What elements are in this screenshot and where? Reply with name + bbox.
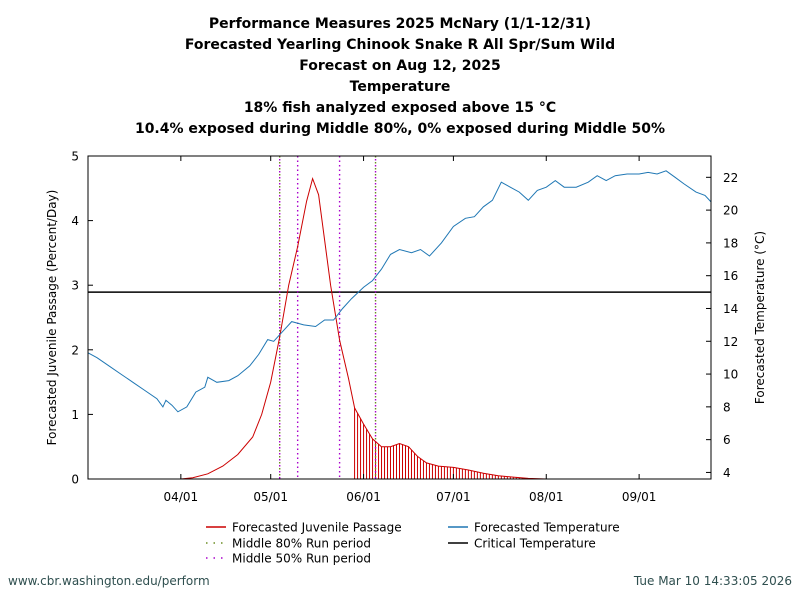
x-tick-label: 07/01 <box>436 490 471 504</box>
y-tick-label: 5 <box>71 150 79 164</box>
legend-middle-80-label: Middle 80% Run period <box>232 537 371 551</box>
chart-title-block: Performance Measures 2025 McNary (1/1-12… <box>0 14 800 140</box>
temperature-line <box>87 170 712 413</box>
y-tick-label: 3 <box>71 279 79 293</box>
x-tick-label: 04/01 <box>164 490 199 504</box>
chart-title-line-5: 18% fish analyzed exposed above 15 °C <box>243 100 557 116</box>
y2-axis-label: Forecasted Temperature (°C) <box>753 231 767 404</box>
y-tick-label: 1 <box>71 408 79 422</box>
y2-tick-label: 8 <box>723 400 731 414</box>
chart-title-line-2: Forecasted Yearling Chinook Snake R All … <box>184 37 616 53</box>
y2-tick-label: 16 <box>723 269 738 283</box>
y2-tick-label: 10 <box>723 368 738 382</box>
y2-tick-label: 22 <box>723 171 738 185</box>
chart-title-line-3: Forecast on Aug 12, 2025 <box>299 58 501 74</box>
x-tick-label: 05/01 <box>253 490 288 504</box>
chart-title-line-6: 10.4% exposed during Middle 80%, 0% expo… <box>134 121 666 137</box>
footer-url: www.cbr.washington.edu/perform <box>8 574 210 588</box>
x-tick-label: 09/01 <box>622 490 657 504</box>
chart-title-line-1: Performance Measures 2025 McNary (1/1-12… <box>208 16 592 32</box>
y2-tick-label: 4 <box>723 466 731 480</box>
footer-timestamp: Tue Mar 10 14:33:05 2026 <box>633 574 792 588</box>
y2-tick-label: 14 <box>723 302 738 316</box>
y2-tick-label: 6 <box>723 433 731 447</box>
plot-frame <box>87 155 712 480</box>
y2-tick-label: 20 <box>723 204 738 218</box>
y-tick-label: 4 <box>71 214 79 228</box>
y2-tick-label: 18 <box>723 236 738 250</box>
legend-temperature-label: Forecasted Temperature <box>474 521 620 535</box>
legend-critical-temperature-label: Critical Temperature <box>474 537 596 551</box>
y-axis-label: Forecasted Juvenile Passage (Percent/Day… <box>45 190 59 446</box>
x-tick-label: 08/01 <box>529 490 564 504</box>
x-tick-label: 06/01 <box>346 490 381 504</box>
y2-tick-label: 12 <box>723 335 738 349</box>
juvenile-passage-line <box>88 176 711 480</box>
y-tick-label: 0 <box>71 473 79 487</box>
chart-title-line-4: Temperature <box>349 79 451 95</box>
legend-juvenile-passage-label: Forecasted Juvenile Passage <box>232 521 402 535</box>
legend-middle-50-label: Middle 50% Run period <box>232 552 371 566</box>
y-tick-label: 2 <box>71 343 79 357</box>
